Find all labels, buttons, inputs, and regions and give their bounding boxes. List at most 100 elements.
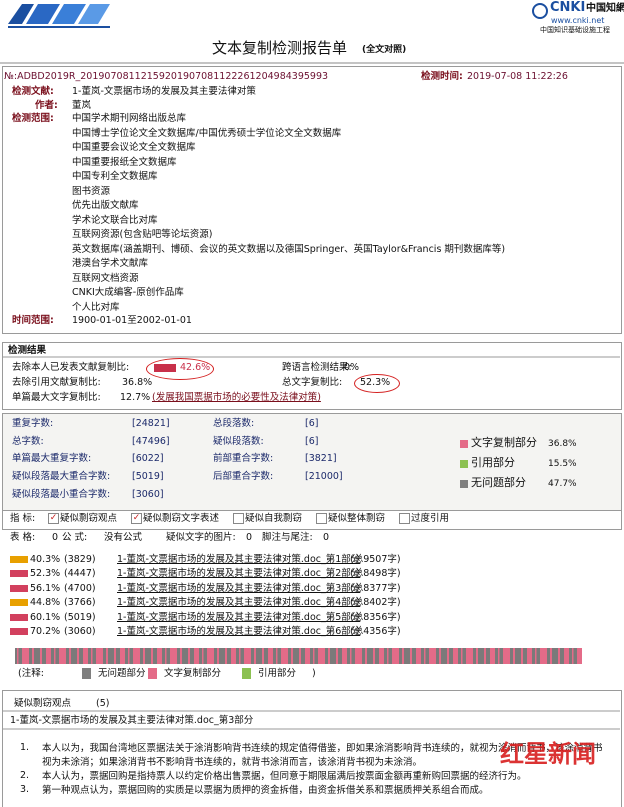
stat-label: 后部重合字数:	[213, 471, 274, 483]
stat-value: [6022]	[132, 453, 164, 465]
stat-value: [6]	[305, 418, 319, 429]
section-percent: 60.1%	[30, 611, 61, 623]
indicator-item: 疑似自我剽窃	[245, 513, 303, 524]
section-percent: 56.1%	[30, 582, 61, 594]
result-bar	[154, 364, 176, 372]
time-label: 检测时间:	[421, 71, 463, 82]
indicator-item: 疑似剽窃观点	[60, 513, 118, 524]
result-label: 去除本人已发表文献复制比:	[12, 362, 130, 373]
result-value: 12.7%	[120, 392, 151, 403]
point-text: 本人认为，票据回购是指持票人以约定价格出售票据，但同意于期限届满后按票面金额再重…	[42, 771, 527, 782]
section-title: 1-董岚-文票据市场的发展及其主要法律对策.doc_第6部分	[117, 626, 361, 637]
watermark: 红星新闻	[500, 740, 596, 768]
count-value: 0	[246, 532, 253, 543]
section-chars: (3766)	[64, 597, 96, 609]
legend-swatch	[242, 668, 251, 679]
cnki-logo: CNKI	[550, 0, 586, 15]
stat-label: 疑似段落最小重合字数:	[12, 488, 111, 500]
scope-item: CNKI大成编客-原创作品库	[72, 287, 184, 298]
section-title: 1-董岚-文票据市场的发展及其主要法律对策.doc_第2部分	[117, 568, 361, 580]
section-bar	[10, 570, 28, 578]
stat-value: [6]	[305, 435, 319, 447]
legend-name: 无问题部分	[471, 476, 526, 489]
doc-value: 1-董岚-文票据市场的发展及其主要法律对策	[72, 86, 256, 97]
section-bar	[10, 613, 28, 621]
cnki-logo-mark	[532, 3, 548, 19]
legend-label: (注释:	[18, 668, 44, 679]
section-total: (总8356字)	[350, 611, 401, 623]
highlight-ring	[354, 374, 400, 393]
scope-item: 中国博士学位论文全文数据库/中国优秀硕士学位论文全文数据库	[72, 127, 342, 139]
section-bar	[10, 556, 28, 563]
result-label: 总文字复制比:	[282, 377, 343, 388]
checkbox	[316, 513, 327, 524]
section-bar	[10, 584, 28, 592]
checkbox-checked: ✓	[48, 513, 59, 524]
scope-item: 中国专利全文数据库	[72, 171, 158, 182]
section-chars: (4700)	[64, 582, 96, 594]
legend-value: 47.7%	[548, 479, 577, 489]
section-strip-overlay	[15, 648, 582, 664]
doc-label: 检测文献:	[12, 86, 54, 97]
amlc-logo	[8, 4, 110, 28]
stat-value: [3060]	[132, 488, 164, 500]
time-value: 2019-07-08 11:22:26	[467, 71, 568, 82]
section-chars: (3060)	[64, 626, 96, 637]
legend-name: 无问题部分	[98, 668, 146, 679]
points-box	[2, 690, 622, 807]
legend-swatch	[460, 440, 468, 448]
indicator-box	[2, 510, 622, 530]
section-bar	[10, 628, 28, 635]
report-title-suffix: (全文对照)	[362, 45, 407, 55]
highlight-ring	[146, 358, 214, 380]
scope-item: 中国学术期刊网络出版总库	[72, 113, 187, 124]
stat-label: 疑似段落最大重合字数:	[12, 471, 111, 483]
legend-swatch	[460, 460, 468, 468]
point-number: 3.	[20, 784, 30, 795]
count-label: 脚注与尾注:	[262, 532, 313, 543]
result-value: 36.8%	[122, 377, 153, 388]
section-total: (总8498字)	[350, 568, 401, 580]
scope-item: 中国重要会议论文全文数据库	[72, 142, 196, 153]
scope-item: 英文数据库(涵盖期刊、博硕、会议的英文数据以及德国Springer、英国Tayl…	[72, 243, 506, 255]
section-chars: (4447)	[64, 568, 96, 580]
meta-box	[2, 66, 622, 334]
report-number: №:ADBD2019R_2019070811215920190708112226…	[4, 71, 329, 82]
stat-value: [24821]	[132, 418, 170, 429]
indicator-label: 指 标:	[10, 513, 36, 524]
author-label: 作者:	[35, 100, 58, 111]
legend-name: 引用部分	[258, 668, 297, 679]
legend-name: 文字复制部分	[164, 668, 222, 679]
count-value: 没有公式	[104, 532, 143, 543]
result-label: 去除引用文献复制比:	[12, 377, 101, 388]
section-total: (总8402字)	[350, 597, 401, 609]
legend-swatch	[82, 668, 91, 679]
count-value: 0	[323, 532, 330, 543]
checkbox-checked: ✓	[131, 513, 142, 524]
checkbox	[233, 513, 244, 524]
section-total: (总4356字)	[350, 626, 401, 637]
scope-item: 优先出版文献库	[72, 200, 139, 211]
section-chars: (5019)	[64, 611, 96, 623]
section-title: 1-董岚-文票据市场的发展及其主要法律对策.doc_第5部分	[117, 611, 361, 623]
results-box	[2, 342, 622, 410]
stat-label: 重复字数:	[12, 418, 54, 429]
count-label: 公 式:	[62, 532, 88, 543]
scope-item: 互联网资源(包含贴吧等论坛资源)	[72, 229, 213, 240]
indicator-item: 疑似剽窃文字表述	[143, 513, 220, 524]
indicator-item: 过度引用	[411, 513, 450, 524]
scope-item: 中国重要报纸全文数据库	[72, 156, 177, 168]
stat-label: 疑似段落数:	[213, 435, 264, 447]
stat-value: [21000]	[305, 471, 343, 483]
points-count: (5)	[96, 698, 110, 709]
legend-value: 36.8%	[548, 439, 577, 449]
scope-item: 互联网文档资源	[72, 272, 139, 284]
legend-swatch	[148, 668, 157, 679]
section-percent: 70.2%	[30, 626, 61, 637]
result-value: 42.6%	[180, 362, 211, 373]
section-total: (总8377字)	[350, 582, 401, 594]
result-label: 单篇最大文字复制比:	[12, 392, 101, 403]
point-number: 2.	[20, 770, 30, 781]
result-value: 52.3%	[360, 377, 391, 388]
